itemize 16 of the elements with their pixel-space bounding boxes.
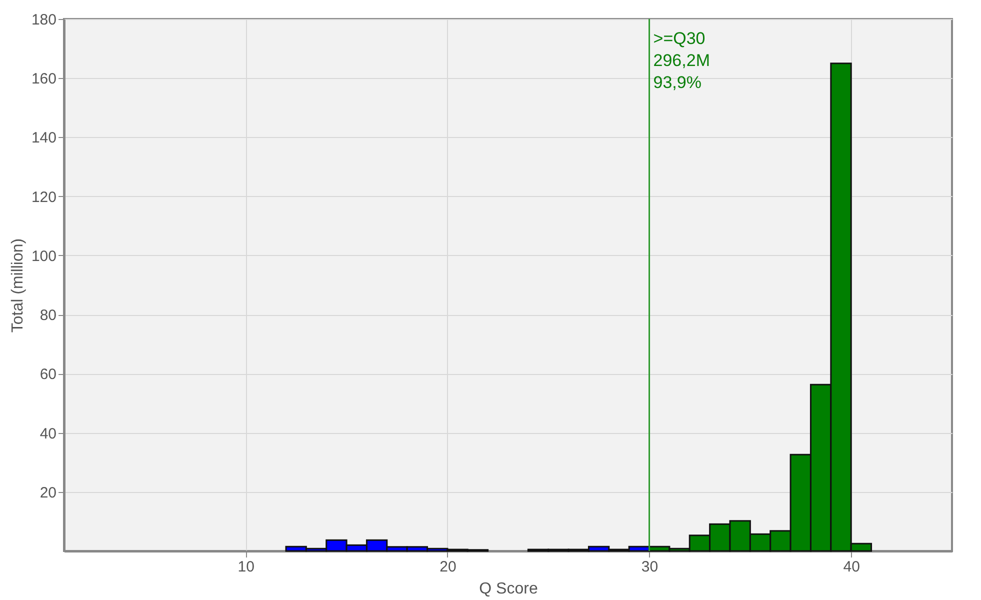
y-tick-label: 60 [40, 366, 56, 384]
y-tick-label: 100 [31, 248, 56, 265]
x-tick-label: 20 [440, 558, 456, 576]
y-tick-label: 80 [40, 307, 56, 324]
y-axis-title: Total (million) [9, 238, 26, 333]
y-tick-label: 140 [31, 130, 56, 147]
y-tick-label: 40 [40, 425, 56, 442]
y-tick-label: 160 [31, 70, 56, 88]
x-axis-title: Q Score [479, 580, 538, 598]
y-tick-label: 20 [40, 484, 56, 502]
x-tick-label: 40 [843, 558, 860, 576]
y-tick-label: 180 [31, 12, 56, 28]
y-tick-label: 120 [31, 188, 56, 206]
x-tick-label: 30 [641, 558, 658, 576]
x-tick-label: 10 [238, 558, 254, 576]
ref-line-label: >=Q30 296,2M 93,9% [653, 29, 710, 92]
